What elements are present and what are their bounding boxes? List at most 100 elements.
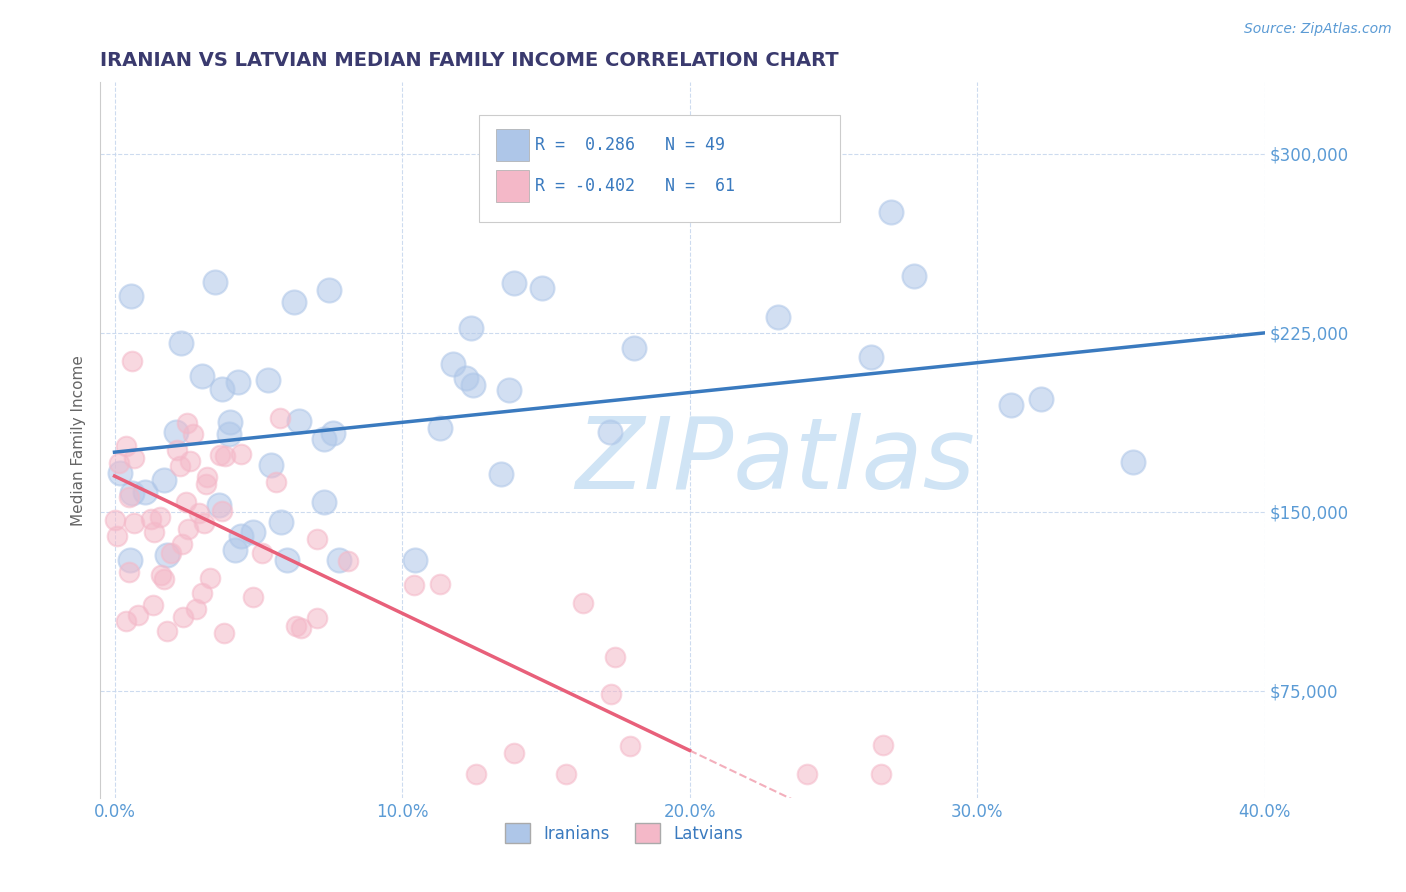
Point bbox=[276, 552, 298, 566]
Point bbox=[555, 767, 578, 781]
Point bbox=[250, 546, 273, 560]
Point bbox=[288, 414, 311, 428]
Point bbox=[441, 358, 464, 372]
Point bbox=[108, 456, 131, 470]
Point bbox=[214, 449, 236, 463]
Point bbox=[121, 485, 143, 500]
Point bbox=[880, 204, 903, 219]
Point bbox=[110, 466, 132, 480]
Point bbox=[231, 447, 253, 461]
Y-axis label: Median Family Income: Median Family Income bbox=[72, 355, 86, 525]
Point bbox=[121, 354, 143, 368]
Point bbox=[218, 415, 240, 429]
Point bbox=[153, 572, 176, 586]
Point bbox=[1031, 392, 1053, 406]
Point bbox=[260, 458, 283, 472]
Point bbox=[218, 427, 240, 442]
Point bbox=[187, 507, 209, 521]
Point bbox=[429, 577, 451, 591]
Point bbox=[599, 425, 621, 439]
FancyBboxPatch shape bbox=[496, 170, 529, 202]
Point bbox=[229, 528, 252, 542]
Point bbox=[1000, 398, 1022, 412]
Point bbox=[872, 739, 894, 753]
Point bbox=[204, 276, 226, 290]
Point bbox=[461, 378, 484, 392]
Point bbox=[142, 598, 165, 612]
Point bbox=[270, 515, 292, 529]
Point bbox=[118, 490, 141, 504]
Point bbox=[209, 449, 232, 463]
Point bbox=[172, 610, 194, 624]
Point bbox=[1122, 455, 1144, 469]
FancyBboxPatch shape bbox=[496, 129, 529, 161]
Point bbox=[619, 739, 641, 753]
Point bbox=[181, 426, 204, 441]
Point bbox=[118, 565, 141, 579]
Point bbox=[269, 411, 291, 425]
Point bbox=[264, 475, 287, 489]
Point bbox=[224, 543, 246, 558]
Point bbox=[242, 525, 264, 540]
Point bbox=[127, 608, 149, 623]
Point bbox=[114, 614, 136, 628]
Point bbox=[143, 524, 166, 539]
Point bbox=[312, 495, 335, 509]
Point bbox=[170, 335, 193, 350]
Point bbox=[176, 416, 198, 430]
FancyBboxPatch shape bbox=[478, 114, 839, 222]
Point bbox=[118, 552, 141, 566]
Point bbox=[211, 382, 233, 396]
Point bbox=[283, 295, 305, 310]
Point bbox=[207, 498, 229, 512]
Point bbox=[198, 571, 221, 585]
Text: R =  0.286   N = 49: R = 0.286 N = 49 bbox=[534, 136, 724, 154]
Point bbox=[322, 426, 344, 441]
Point bbox=[328, 552, 350, 566]
Point bbox=[124, 451, 146, 466]
Point bbox=[191, 585, 214, 599]
Point bbox=[465, 767, 488, 781]
Point bbox=[122, 516, 145, 530]
Point bbox=[115, 439, 138, 453]
Point bbox=[402, 578, 425, 592]
Point bbox=[531, 281, 554, 295]
Point bbox=[214, 626, 236, 640]
Point bbox=[104, 513, 127, 527]
Point bbox=[796, 767, 818, 781]
Point bbox=[194, 476, 217, 491]
Text: IRANIAN VS LATVIAN MEDIAN FAMILY INCOME CORRELATION CHART: IRANIAN VS LATVIAN MEDIAN FAMILY INCOME … bbox=[100, 51, 839, 70]
Point bbox=[600, 687, 623, 701]
Point bbox=[285, 618, 308, 632]
Point bbox=[336, 554, 359, 568]
Point bbox=[766, 310, 789, 324]
Point bbox=[107, 529, 129, 543]
Point bbox=[134, 484, 156, 499]
Point bbox=[290, 622, 312, 636]
Point bbox=[502, 276, 524, 290]
Point bbox=[150, 567, 173, 582]
Point bbox=[193, 516, 215, 531]
Point bbox=[166, 443, 188, 458]
Point bbox=[170, 537, 193, 551]
Point bbox=[156, 624, 179, 639]
Point bbox=[503, 747, 526, 761]
Point bbox=[156, 548, 179, 562]
Point bbox=[623, 341, 645, 355]
Point bbox=[184, 601, 207, 615]
Point bbox=[305, 611, 328, 625]
Point bbox=[120, 289, 142, 303]
Point bbox=[859, 350, 882, 364]
Point bbox=[498, 383, 520, 397]
Point bbox=[177, 522, 200, 536]
Point bbox=[429, 421, 451, 435]
Point bbox=[456, 370, 478, 384]
Point bbox=[195, 469, 218, 483]
Text: Source: ZipAtlas.com: Source: ZipAtlas.com bbox=[1244, 22, 1392, 37]
Text: R = -0.402   N =  61: R = -0.402 N = 61 bbox=[534, 178, 734, 195]
Point bbox=[305, 532, 328, 546]
Point bbox=[257, 373, 280, 387]
Text: ZIPatlas: ZIPatlas bbox=[575, 413, 976, 510]
Legend: Iranians, Latvians: Iranians, Latvians bbox=[505, 823, 744, 844]
Point bbox=[174, 495, 197, 509]
